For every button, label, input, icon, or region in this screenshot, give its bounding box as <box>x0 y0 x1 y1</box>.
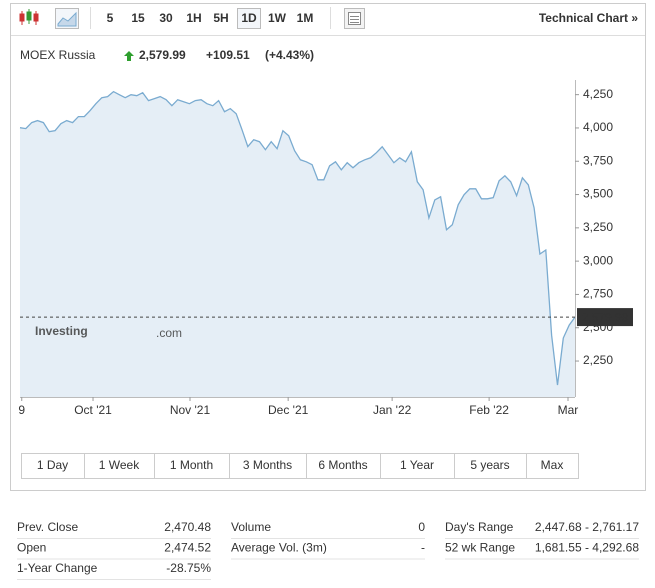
interval-button[interactable]: 5H <box>213 11 228 25</box>
stat-value: -28.75% <box>166 561 211 575</box>
range-button[interactable] <box>154 453 230 479</box>
range-button[interactable] <box>21 453 85 479</box>
watermark-suffix: .com <box>156 326 182 340</box>
interval-active-box <box>237 8 261 29</box>
interval-button[interactable]: 1M <box>297 11 314 25</box>
range-label[interactable]: 1 Day <box>37 458 68 472</box>
y-tick-label: 4,000 <box>583 120 613 134</box>
x-tick-label: Oct '21 <box>74 403 112 417</box>
price: 2,579.99 <box>139 48 186 62</box>
stat-value: 2,447.68 - 2,761.17 <box>535 520 639 534</box>
range-button[interactable] <box>526 453 579 479</box>
x-tick-label: Jan '22 <box>373 403 412 417</box>
change-pct: (+4.43%) <box>265 48 314 62</box>
interval-button[interactable]: 15 <box>131 11 145 25</box>
range-label[interactable]: 3 Months <box>243 458 292 472</box>
y-tick-label: 2,250 <box>583 353 613 367</box>
stat-label: Day's Range <box>445 520 514 534</box>
range-label[interactable]: 1 Year <box>400 458 434 472</box>
stat-value: - <box>421 541 425 555</box>
area-fill <box>20 91 575 397</box>
technical-chart-link[interactable]: Technical Chart » <box>539 11 638 25</box>
y-tick-label: 3,250 <box>583 220 613 234</box>
range-label[interactable]: 1 Month <box>170 458 213 472</box>
x-tick-label: 9 <box>18 403 25 417</box>
stat-label: Open <box>17 541 46 555</box>
stat-label: Average Vol. (3m) <box>231 541 327 555</box>
x-tick-label: Mar <box>558 403 579 417</box>
range-button[interactable] <box>229 453 307 479</box>
area-icon[interactable] <box>55 8 79 29</box>
table-icon[interactable] <box>344 8 365 29</box>
range-button[interactable] <box>454 453 527 479</box>
interval-button[interactable]: 1W <box>268 11 287 25</box>
stat-value: 1,681.55 - 4,292.68 <box>535 541 639 555</box>
range-label[interactable]: 1 Week <box>99 458 140 472</box>
up-arrow <box>124 51 134 61</box>
last-price-badge <box>577 308 633 327</box>
stat-value: 0 <box>418 520 425 534</box>
y-tick-label: 3,750 <box>583 153 613 167</box>
interval-button[interactable]: 1D <box>241 11 257 25</box>
y-tick-label: 2,750 <box>583 287 613 301</box>
y-tick-label: 4,250 <box>583 87 613 101</box>
range-label[interactable]: Max <box>541 458 564 472</box>
stat-value: 2,474.52 <box>164 541 211 555</box>
interval-button[interactable]: 30 <box>159 11 173 25</box>
candle-icon[interactable] <box>19 9 39 25</box>
range-label[interactable]: 6 Months <box>318 458 367 472</box>
y-tick-label: 3,000 <box>583 253 613 267</box>
interval-button[interactable]: 5 <box>107 11 114 25</box>
stat-value: 2,470.48 <box>164 520 211 534</box>
x-tick-label: Dec '21 <box>268 403 309 417</box>
change: +109.51 <box>206 48 250 62</box>
x-tick-label: Nov '21 <box>170 403 211 417</box>
interval-button[interactable]: 1H <box>186 11 201 25</box>
watermark: Investing <box>35 324 88 338</box>
y-tick-label: 3,500 <box>583 187 613 201</box>
stat-label: 1-Year Change <box>17 561 98 575</box>
range-label[interactable]: 5 years <box>470 458 509 472</box>
x-tick-label: Feb '22 <box>469 403 509 417</box>
instrument-name: MOEX Russia <box>20 48 96 62</box>
price-line <box>19 90 576 386</box>
stat-label: 52 wk Range <box>445 541 515 555</box>
stat-label: Volume <box>231 520 271 534</box>
stat-label: Prev. Close <box>17 520 78 534</box>
last-price-label: 2,579.99 <box>582 310 629 324</box>
range-button[interactable] <box>380 453 455 479</box>
